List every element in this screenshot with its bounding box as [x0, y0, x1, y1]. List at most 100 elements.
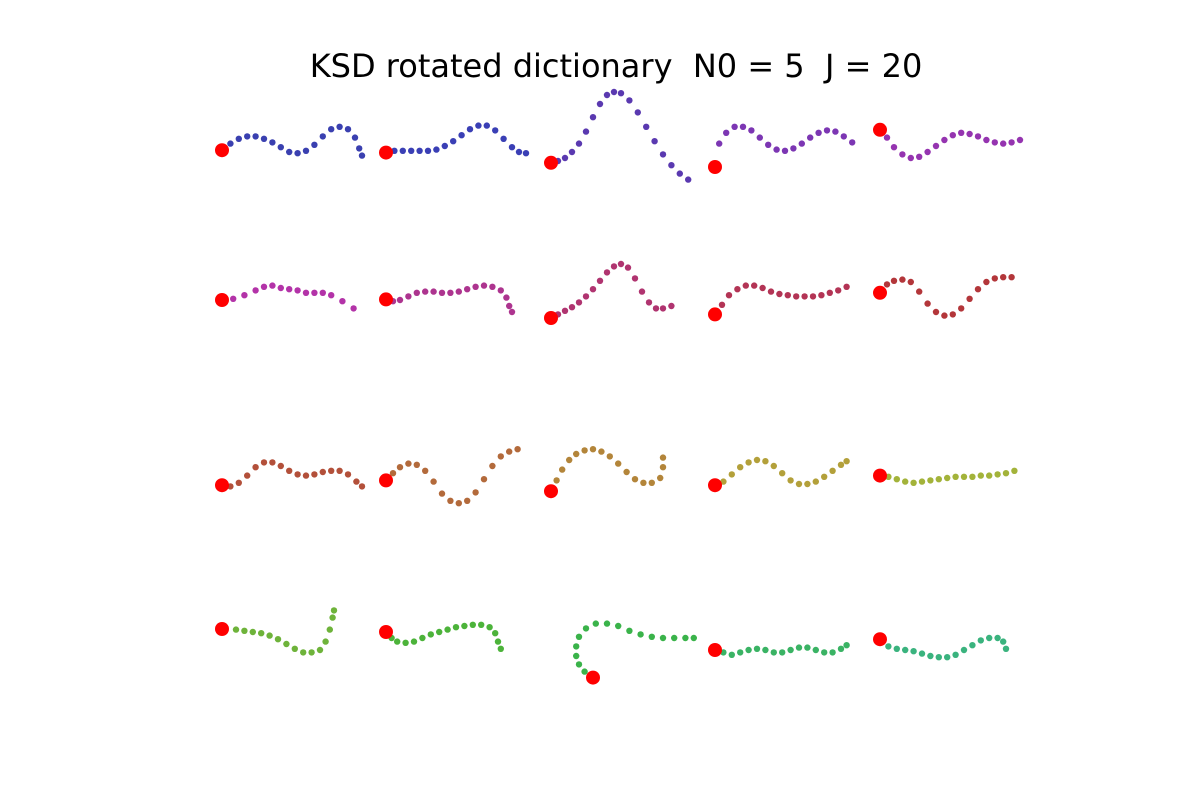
- atom-11-point-6: [269, 459, 276, 466]
- atom-13-point-5: [581, 447, 588, 454]
- atom-19-point-7: [770, 649, 777, 656]
- atom-11: [215, 459, 366, 493]
- atom-18-point-2: [575, 661, 583, 668]
- atom-18: [573, 620, 697, 685]
- atom-4-point-15: [832, 128, 839, 135]
- atom-2-point-7: [441, 142, 448, 150]
- atom-4-point-2: [723, 129, 730, 136]
- atom-14-point-15: [837, 461, 845, 468]
- atom-19-point-4: [745, 646, 752, 654]
- atom-20-point-4: [910, 648, 917, 655]
- atom-10-point-5: [916, 288, 923, 295]
- atom-8-point-15: [652, 305, 660, 312]
- atom-17-point-8: [444, 626, 451, 633]
- atom-2: [379, 122, 530, 160]
- atom-20-point-1: [885, 643, 892, 650]
- atom-6-start-marker: [215, 293, 229, 307]
- atom-13-point-4: [573, 450, 580, 458]
- atom-14-point-4: [745, 459, 752, 466]
- atom-19-point-16: [843, 642, 850, 649]
- atom-9-point-2: [725, 292, 733, 299]
- atom-11-point-15: [344, 471, 352, 478]
- atom-18-point-12: [648, 633, 655, 640]
- atom-7-point-17: [508, 308, 516, 316]
- atom-7-point-14: [497, 287, 504, 294]
- atom-19-start-marker: [708, 643, 722, 657]
- atom-2-point-2: [399, 147, 406, 154]
- atom-9-point-14: [826, 289, 833, 296]
- atom-15-point-13: [986, 472, 993, 479]
- atom-12-point-8: [447, 497, 454, 504]
- atom-19-point-12: [812, 646, 819, 654]
- atom-18-point-13: [659, 634, 667, 642]
- atom-16-point-1: [232, 626, 240, 633]
- atom-3-point-18: [685, 176, 692, 183]
- atom-7-point-4: [413, 289, 420, 296]
- atom-17-point-9: [452, 624, 460, 631]
- atom-11-point-14: [336, 467, 343, 474]
- atom-1-point-7: [277, 144, 284, 151]
- atom-5-point-17: [1016, 136, 1024, 144]
- atom-15-point-4: [910, 479, 917, 486]
- atom-15-point-15: [1002, 470, 1010, 477]
- atom-9-point-16: [843, 283, 850, 290]
- atom-6: [215, 282, 357, 312]
- atom-9-point-1: [718, 301, 726, 308]
- atom-7-point-15: [503, 294, 510, 301]
- atom-12-point-10: [464, 497, 471, 504]
- atom-18-start-marker: [586, 670, 600, 685]
- atom-5-point-1: [883, 134, 891, 141]
- atom-14-point-6: [762, 458, 769, 465]
- atom-7-point-13: [489, 283, 496, 290]
- atom-7-point-2: [396, 296, 404, 304]
- atom-12-point-7: [438, 490, 446, 497]
- atom-17-point-16: [497, 645, 504, 652]
- atom-10: [873, 274, 1015, 319]
- atom-16-point-13: [326, 626, 333, 633]
- atom-16-start-marker: [215, 622, 229, 636]
- atom-3-point-15: [659, 151, 667, 158]
- atom-12-point-1: [389, 470, 397, 477]
- atom-4-point-12: [807, 134, 814, 141]
- atom-8-point-14: [645, 299, 653, 306]
- atom-20-point-14: [994, 634, 1001, 642]
- atom-4-point-16: [840, 133, 847, 140]
- atom-11-point-7: [277, 462, 284, 470]
- atom-17-point-14: [492, 630, 499, 637]
- atom-15-point-8: [944, 474, 951, 482]
- atom-16-point-4: [258, 630, 265, 637]
- atom-12-point-3: [405, 460, 412, 467]
- atom-9-point-10: [793, 293, 800, 300]
- atom-4-point-7: [765, 141, 772, 148]
- atom-5-point-10: [958, 129, 965, 136]
- atom-6-point-10: [311, 289, 318, 296]
- atom-17-point-10: [461, 622, 468, 630]
- atom-19-point-9: [787, 646, 794, 654]
- atom-14-point-12: [812, 478, 819, 485]
- atom-18-point-6: [582, 625, 590, 632]
- atom-13-point-9: [615, 460, 622, 467]
- atom-5-point-5: [916, 153, 923, 160]
- atom-16-point-12: [322, 638, 329, 645]
- atom-5-point-2: [890, 144, 898, 151]
- atom-12-point-11: [472, 489, 479, 496]
- atom-9-point-12: [809, 293, 817, 300]
- atom-17-point-7: [436, 628, 443, 636]
- atom-9-start-marker: [708, 307, 722, 322]
- atom-9-point-4: [742, 282, 749, 289]
- atom-12-point-16: [514, 446, 521, 453]
- atom-6-point-13: [339, 298, 346, 305]
- atom-2-point-14: [500, 135, 507, 142]
- atom-9-point-7: [767, 288, 775, 295]
- atom-17-point-11: [469, 621, 476, 628]
- atom-3-point-6: [589, 114, 597, 121]
- atom-15: [873, 467, 1018, 486]
- atom-12-point-4: [413, 461, 420, 468]
- atom-7-point-7: [438, 289, 446, 296]
- atom-17: [379, 621, 504, 652]
- atom-7-point-5: [422, 288, 429, 295]
- atom-7-point-11: [472, 283, 479, 290]
- atom-10-start-marker: [873, 285, 887, 300]
- atom-14-point-9: [787, 477, 794, 484]
- atom-15-point-16: [1011, 467, 1018, 474]
